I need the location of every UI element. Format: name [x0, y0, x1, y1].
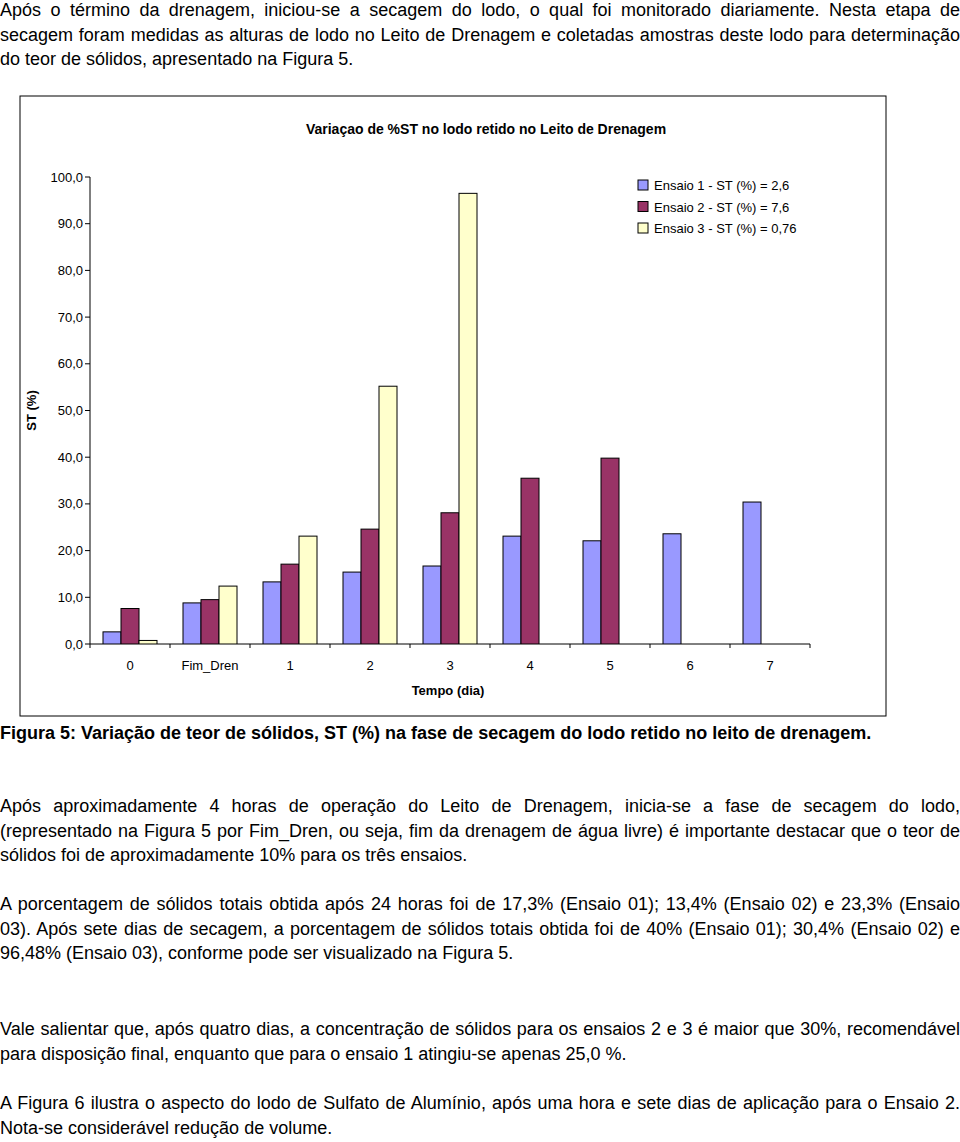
- x-tick: [170, 644, 171, 648]
- x-tick: [810, 644, 811, 648]
- bar: [601, 458, 619, 644]
- x-tick: [250, 644, 251, 648]
- legend-swatch: [638, 202, 648, 212]
- y-tick: [85, 363, 90, 364]
- paragraph: A Figura 6 ilustra o aspecto do lodo de …: [0, 1091, 960, 1140]
- y-tick: [85, 644, 90, 645]
- bar: [663, 534, 681, 644]
- y-tick: [85, 270, 90, 271]
- y-tick: [85, 597, 90, 598]
- bar: [183, 603, 201, 644]
- bar: [459, 193, 477, 644]
- bar: [103, 632, 121, 644]
- x-tick-label: 0: [126, 658, 133, 673]
- y-tick-label: 80,0: [58, 263, 83, 278]
- legend-swatch: [638, 223, 648, 233]
- bar: [743, 502, 761, 644]
- x-tick: [650, 644, 651, 648]
- y-tick-label: 20,0: [58, 543, 83, 558]
- paragraph: Após aproximadamente 4 horas de operação…: [0, 794, 960, 868]
- legend-label: Ensaio 2 - ST (%) = 7,6: [654, 200, 789, 215]
- bar: [441, 513, 459, 644]
- x-axis-label: Tempo (dia): [412, 683, 485, 698]
- legend-label: Ensaio 1 - ST (%) = 2,6: [654, 178, 789, 193]
- bar: [423, 566, 441, 644]
- y-tick-label: 50,0: [58, 403, 83, 418]
- bar: [361, 529, 379, 644]
- chart: Variaçao de %ST no lodo retido no Leito …: [0, 0, 960, 1142]
- x-tick-label: 7: [766, 658, 773, 673]
- x-tick: [90, 644, 91, 648]
- figure-caption: Figura 5: Variação de teor de sólidos, S…: [0, 721, 960, 746]
- y-tick: [85, 177, 90, 178]
- bar: [299, 536, 317, 644]
- y-tick: [85, 223, 90, 224]
- y-tick-label: 30,0: [58, 496, 83, 511]
- chart-title: Variaçao de %ST no lodo retido no Leito …: [306, 121, 666, 137]
- bars: [103, 193, 761, 644]
- y-tick-label: 70,0: [58, 310, 83, 325]
- chart-frame: [20, 96, 886, 716]
- x-tick-label: 5: [606, 658, 613, 673]
- legend-swatch: [638, 180, 648, 190]
- x-tick: [410, 644, 411, 648]
- bar: [583, 541, 601, 644]
- bar: [281, 564, 299, 644]
- bar: [343, 572, 361, 644]
- x-tick-label: 6: [686, 658, 693, 673]
- bar: [219, 586, 237, 644]
- y-tick: [85, 317, 90, 318]
- y-tick-label: 90,0: [58, 216, 83, 231]
- y-tick: [85, 503, 90, 504]
- x-tick-label: Fim_Dren: [181, 658, 238, 673]
- x-tick-label: 3: [446, 658, 453, 673]
- y-tick-label: 100,0: [50, 170, 83, 185]
- y-axis-label: ST (%): [24, 390, 39, 430]
- bar: [379, 386, 397, 644]
- x-tick: [570, 644, 571, 648]
- bar: [263, 582, 281, 644]
- y-tick-label: 60,0: [58, 356, 83, 371]
- paragraph: A porcentagem de sólidos totais obtida a…: [0, 892, 960, 966]
- paragraph: Vale salientar que, após quatro dias, a …: [0, 1017, 960, 1066]
- paragraph: Após o término da drenagem, iniciou-se a…: [0, 0, 960, 72]
- y-tick-label: 40,0: [58, 450, 83, 465]
- x-tick-label: 1: [286, 658, 293, 673]
- bar: [201, 600, 219, 644]
- y-tick-label: 10,0: [58, 590, 83, 605]
- bar: [521, 478, 539, 644]
- x-tick-label: 4: [526, 658, 533, 673]
- y-axis: [90, 177, 91, 644]
- bar: [503, 536, 521, 644]
- x-tick: [330, 644, 331, 648]
- x-tick-label: 2: [366, 658, 373, 673]
- bar: [121, 609, 139, 644]
- x-tick: [730, 644, 731, 648]
- x-tick: [490, 644, 491, 648]
- bar: [139, 640, 157, 644]
- y-tick: [85, 550, 90, 551]
- y-tick: [85, 410, 90, 411]
- legend-label: Ensaio 3 - ST (%) = 0,76: [654, 221, 796, 236]
- y-tick-label: 0,0: [65, 637, 83, 652]
- y-tick: [85, 457, 90, 458]
